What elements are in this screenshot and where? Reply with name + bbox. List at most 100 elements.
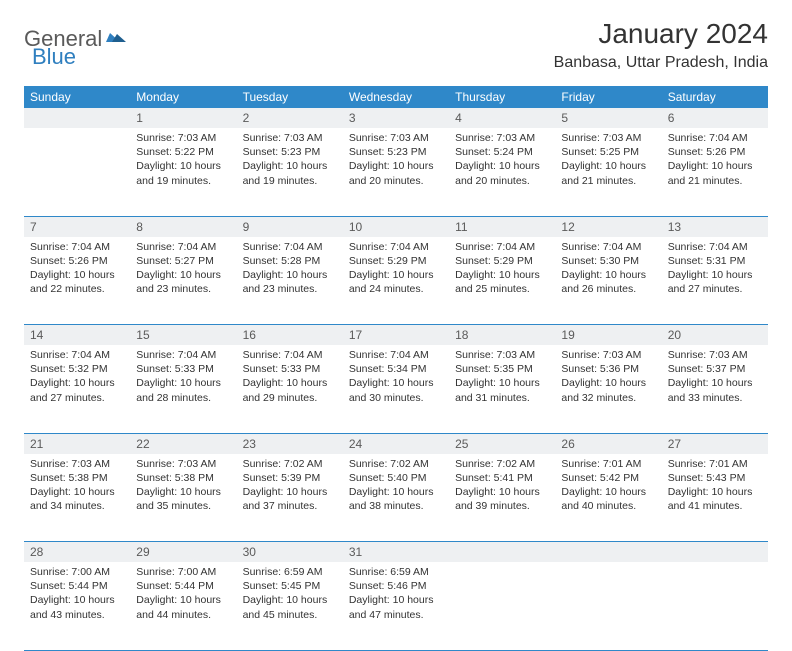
header: General January 2024 Banbasa, Uttar Prad… bbox=[24, 18, 768, 72]
logo-text-blue: Blue bbox=[32, 44, 76, 70]
day-number bbox=[555, 542, 661, 563]
day-cell: Sunrise: 7:04 AMSunset: 5:29 PMDaylight:… bbox=[343, 237, 449, 325]
sunrise-line: Sunrise: 6:59 AM bbox=[349, 565, 443, 579]
day-cell: Sunrise: 7:02 AMSunset: 5:39 PMDaylight:… bbox=[237, 454, 343, 542]
sunrise-line: Sunrise: 7:04 AM bbox=[561, 240, 655, 254]
daynum-row: 14151617181920 bbox=[24, 325, 768, 346]
sunset-line: Sunset: 5:31 PM bbox=[668, 254, 762, 268]
daylight-line: Daylight: 10 hours and 30 minutes. bbox=[349, 376, 443, 404]
day-cell: Sunrise: 7:01 AMSunset: 5:42 PMDaylight:… bbox=[555, 454, 661, 542]
daylight-line: Daylight: 10 hours and 31 minutes. bbox=[455, 376, 549, 404]
day-number: 7 bbox=[24, 216, 130, 237]
calendar-table: SundayMondayTuesdayWednesdayThursdayFrid… bbox=[24, 86, 768, 651]
daylight-line: Daylight: 10 hours and 38 minutes. bbox=[349, 485, 443, 513]
sunrise-line: Sunrise: 7:02 AM bbox=[349, 457, 443, 471]
daylight-line: Daylight: 10 hours and 25 minutes. bbox=[455, 268, 549, 296]
sunset-line: Sunset: 5:26 PM bbox=[30, 254, 124, 268]
sunset-line: Sunset: 5:45 PM bbox=[243, 579, 337, 593]
daynum-row: 123456 bbox=[24, 108, 768, 128]
day-cell: Sunrise: 7:04 AMSunset: 5:27 PMDaylight:… bbox=[130, 237, 236, 325]
location-label: Banbasa, Uttar Pradesh, India bbox=[554, 54, 768, 72]
sunrise-line: Sunrise: 7:04 AM bbox=[668, 131, 762, 145]
day-number bbox=[449, 542, 555, 563]
day-cell bbox=[662, 562, 768, 650]
sunset-line: Sunset: 5:41 PM bbox=[455, 471, 549, 485]
sunrise-line: Sunrise: 7:03 AM bbox=[136, 457, 230, 471]
day-number: 3 bbox=[343, 108, 449, 128]
daylight-line: Daylight: 10 hours and 37 minutes. bbox=[243, 485, 337, 513]
day-number: 18 bbox=[449, 325, 555, 346]
daylight-line: Daylight: 10 hours and 20 minutes. bbox=[349, 159, 443, 187]
sunset-line: Sunset: 5:29 PM bbox=[455, 254, 549, 268]
day-number bbox=[662, 542, 768, 563]
day-cell: Sunrise: 7:03 AMSunset: 5:35 PMDaylight:… bbox=[449, 345, 555, 433]
sunset-line: Sunset: 5:44 PM bbox=[30, 579, 124, 593]
daylight-line: Daylight: 10 hours and 22 minutes. bbox=[30, 268, 124, 296]
daylight-line: Daylight: 10 hours and 33 minutes. bbox=[668, 376, 762, 404]
title-block: January 2024 Banbasa, Uttar Pradesh, Ind… bbox=[554, 18, 768, 72]
day-cell: Sunrise: 7:03 AMSunset: 5:23 PMDaylight:… bbox=[343, 128, 449, 216]
sunset-line: Sunset: 5:38 PM bbox=[30, 471, 124, 485]
day-number: 27 bbox=[662, 433, 768, 454]
day-number: 10 bbox=[343, 216, 449, 237]
daylight-line: Daylight: 10 hours and 34 minutes. bbox=[30, 485, 124, 513]
daylight-line: Daylight: 10 hours and 19 minutes. bbox=[243, 159, 337, 187]
day-cell: Sunrise: 7:04 AMSunset: 5:31 PMDaylight:… bbox=[662, 237, 768, 325]
sunrise-line: Sunrise: 7:00 AM bbox=[30, 565, 124, 579]
daylight-line: Daylight: 10 hours and 40 minutes. bbox=[561, 485, 655, 513]
daylight-line: Daylight: 10 hours and 19 minutes. bbox=[136, 159, 230, 187]
daynum-row: 21222324252627 bbox=[24, 433, 768, 454]
daylight-line: Daylight: 10 hours and 32 minutes. bbox=[561, 376, 655, 404]
sunrise-line: Sunrise: 6:59 AM bbox=[243, 565, 337, 579]
weekday-header-row: SundayMondayTuesdayWednesdayThursdayFrid… bbox=[24, 86, 768, 108]
month-title: January 2024 bbox=[554, 18, 768, 50]
daylight-line: Daylight: 10 hours and 26 minutes. bbox=[561, 268, 655, 296]
daylight-line: Daylight: 10 hours and 20 minutes. bbox=[455, 159, 549, 187]
daylight-line: Daylight: 10 hours and 21 minutes. bbox=[668, 159, 762, 187]
sunrise-line: Sunrise: 7:03 AM bbox=[349, 131, 443, 145]
day-cell: Sunrise: 6:59 AMSunset: 5:46 PMDaylight:… bbox=[343, 562, 449, 650]
week-row: Sunrise: 7:00 AMSunset: 5:44 PMDaylight:… bbox=[24, 562, 768, 650]
day-cell: Sunrise: 7:03 AMSunset: 5:37 PMDaylight:… bbox=[662, 345, 768, 433]
day-cell: Sunrise: 7:01 AMSunset: 5:43 PMDaylight:… bbox=[662, 454, 768, 542]
sunrise-line: Sunrise: 7:04 AM bbox=[243, 240, 337, 254]
sunset-line: Sunset: 5:36 PM bbox=[561, 362, 655, 376]
sunrise-line: Sunrise: 7:03 AM bbox=[243, 131, 337, 145]
sunrise-line: Sunrise: 7:04 AM bbox=[30, 348, 124, 362]
day-number: 21 bbox=[24, 433, 130, 454]
daylight-line: Daylight: 10 hours and 29 minutes. bbox=[243, 376, 337, 404]
sunrise-line: Sunrise: 7:03 AM bbox=[455, 131, 549, 145]
sunrise-line: Sunrise: 7:04 AM bbox=[136, 348, 230, 362]
sunset-line: Sunset: 5:23 PM bbox=[243, 145, 337, 159]
sunrise-line: Sunrise: 7:04 AM bbox=[349, 240, 443, 254]
sunset-line: Sunset: 5:28 PM bbox=[243, 254, 337, 268]
sunrise-line: Sunrise: 7:04 AM bbox=[243, 348, 337, 362]
sunset-line: Sunset: 5:35 PM bbox=[455, 362, 549, 376]
sunrise-line: Sunrise: 7:03 AM bbox=[561, 131, 655, 145]
day-cell: Sunrise: 7:00 AMSunset: 5:44 PMDaylight:… bbox=[130, 562, 236, 650]
sunset-line: Sunset: 5:33 PM bbox=[243, 362, 337, 376]
weekday-header: Monday bbox=[130, 86, 236, 108]
sunset-line: Sunset: 5:24 PM bbox=[455, 145, 549, 159]
sunset-line: Sunset: 5:29 PM bbox=[349, 254, 443, 268]
day-cell: Sunrise: 7:03 AMSunset: 5:38 PMDaylight:… bbox=[130, 454, 236, 542]
day-cell: Sunrise: 7:03 AMSunset: 5:36 PMDaylight:… bbox=[555, 345, 661, 433]
day-number: 22 bbox=[130, 433, 236, 454]
day-cell: Sunrise: 7:04 AMSunset: 5:29 PMDaylight:… bbox=[449, 237, 555, 325]
daylight-line: Daylight: 10 hours and 23 minutes. bbox=[243, 268, 337, 296]
day-cell: Sunrise: 7:03 AMSunset: 5:22 PMDaylight:… bbox=[130, 128, 236, 216]
day-cell: Sunrise: 7:03 AMSunset: 5:23 PMDaylight:… bbox=[237, 128, 343, 216]
sunset-line: Sunset: 5:22 PM bbox=[136, 145, 230, 159]
sunset-line: Sunset: 5:43 PM bbox=[668, 471, 762, 485]
weekday-header: Sunday bbox=[24, 86, 130, 108]
weekday-header: Tuesday bbox=[237, 86, 343, 108]
day-number: 25 bbox=[449, 433, 555, 454]
sunrise-line: Sunrise: 7:02 AM bbox=[455, 457, 549, 471]
day-number: 23 bbox=[237, 433, 343, 454]
sunrise-line: Sunrise: 7:04 AM bbox=[136, 240, 230, 254]
day-cell: Sunrise: 7:04 AMSunset: 5:26 PMDaylight:… bbox=[662, 128, 768, 216]
sunset-line: Sunset: 5:23 PM bbox=[349, 145, 443, 159]
day-cell bbox=[449, 562, 555, 650]
day-number: 17 bbox=[343, 325, 449, 346]
weekday-header: Friday bbox=[555, 86, 661, 108]
